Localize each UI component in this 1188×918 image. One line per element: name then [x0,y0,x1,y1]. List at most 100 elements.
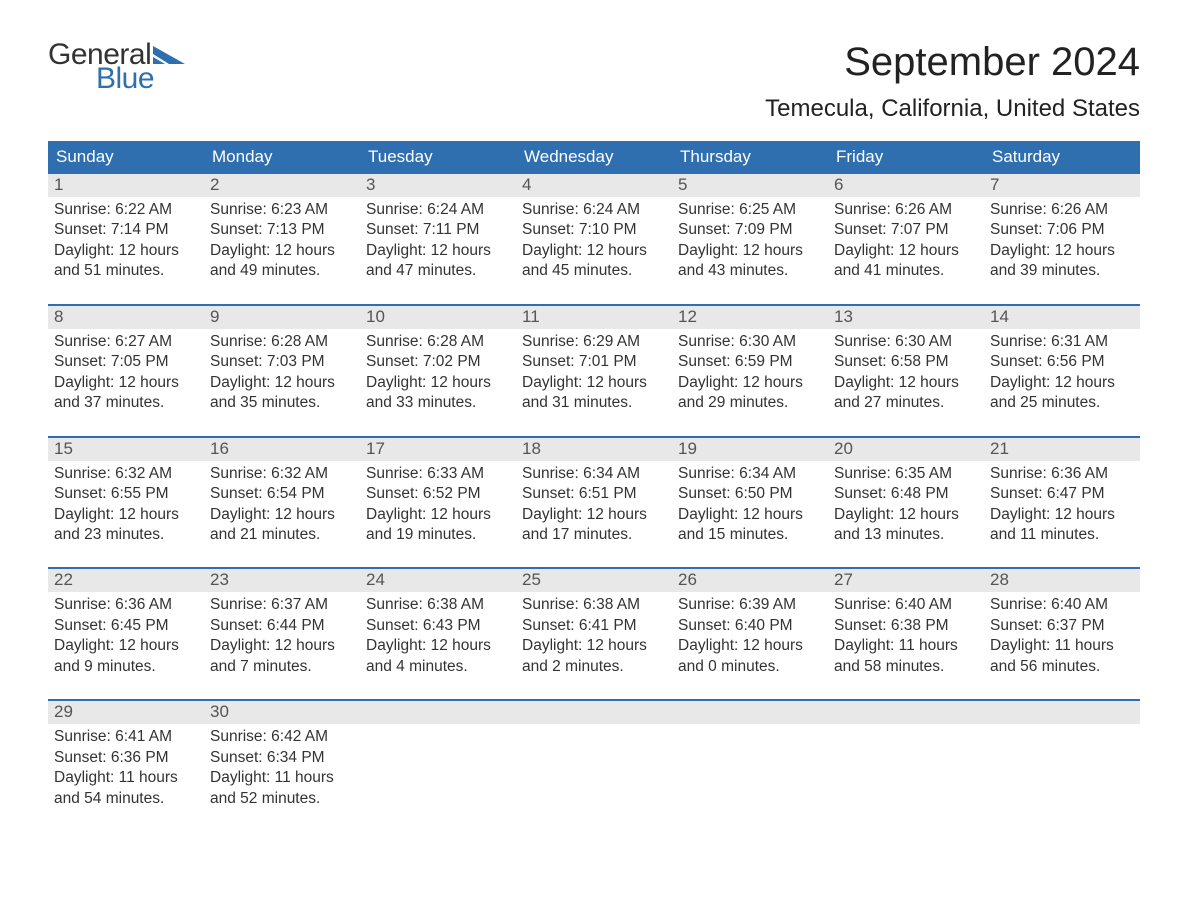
day-number: 14 [984,306,1140,329]
sunset-text: Sunset: 6:51 PM [522,484,666,504]
sunrise-text: Sunrise: 6:32 AM [54,464,198,484]
day-header-row: Sunday Monday Tuesday Wednesday Thursday… [48,141,1140,174]
calendar-cell: 16Sunrise: 6:32 AMSunset: 6:54 PMDayligh… [204,438,360,556]
day-data [984,724,1140,757]
sunrise-text: Sunrise: 6:36 AM [54,595,198,615]
sunset-text: Sunset: 6:44 PM [210,616,354,636]
calendar-cell: 15 Sunrise: 6:32 AMSunset: 6:55 PMDayligh… [48,438,204,556]
day-number: 19 [672,438,828,461]
day-data [360,724,516,757]
sunset-text: Sunset: 6:41 PM [522,616,666,636]
sunrise-text: Sunrise: 6:26 AM [834,200,978,220]
daylight-text: Daylight: 12 hours [678,505,822,525]
calendar-cell [828,701,984,819]
daylight-text: Daylight: 11 hours [54,768,198,788]
day-number [360,701,516,724]
sunset-text: Sunset: 7:01 PM [522,352,666,372]
day-number: 29 [48,701,204,724]
daylight-text: Daylight: 12 hours [54,505,198,525]
daylight-text: and 33 minutes. [366,393,510,413]
daylight-text: Daylight: 12 hours [366,241,510,261]
logo: General Blue [48,40,185,94]
calendar-cell: 4Sunrise: 6:24 AMSunset: 7:10 PMDaylight… [516,174,672,292]
day-number: 26 [672,569,828,592]
daylight-text: Daylight: 12 hours [210,505,354,525]
sunset-text: Sunset: 6:55 PM [54,484,198,504]
day-data: Sunrise: 6:29 AMSunset: 7:01 PMDaylight:… [516,329,672,424]
sunrise-text: Sunrise: 6:41 AM [54,727,198,747]
daylight-text: Daylight: 12 hours [522,505,666,525]
sunset-text: Sunset: 7:10 PM [522,220,666,240]
sunrise-text: Sunrise: 6:23 AM [210,200,354,220]
daylight-text: Daylight: 12 hours [834,241,978,261]
month-title: September 2024 [765,40,1140,85]
day-data: Sunrise: 6:28 AMSunset: 7:02 PMDaylight:… [360,329,516,424]
calendar-cell: 9Sunrise: 6:28 AMSunset: 7:03 PMDaylight… [204,306,360,424]
daynum-bar: 3 [360,174,516,197]
header: General Blue September 2024 Temecula, Ca… [48,40,1140,123]
daylight-text: Daylight: 12 hours [990,241,1134,261]
day-number [984,701,1140,724]
daylight-text: and 27 minutes. [834,393,978,413]
calendar-cell: 19Sunrise: 6:34 AMSunset: 6:50 PMDayligh… [672,438,828,556]
daylight-text: Daylight: 12 hours [990,505,1134,525]
daylight-text: Daylight: 12 hours [366,636,510,656]
day-number: 22 [48,569,204,592]
sunrise-text: Sunrise: 6:35 AM [834,464,978,484]
daynum-bar [672,701,828,724]
sunset-text: Sunset: 6:40 PM [678,616,822,636]
dayheader-fri: Friday [828,141,984,174]
daynum-bar: 25 [516,569,672,592]
day-number: 11 [516,306,672,329]
sunrise-text: Sunrise: 6:39 AM [678,595,822,615]
day-data [516,724,672,757]
daylight-text: and 43 minutes. [678,261,822,281]
daylight-text: and 35 minutes. [210,393,354,413]
day-data: Sunrise: 6:23 AMSunset: 7:13 PMDaylight:… [204,197,360,292]
day-number: 25 [516,569,672,592]
daynum-bar: 15 [48,438,204,461]
day-data: Sunrise: 6:30 AMSunset: 6:58 PMDaylight:… [828,329,984,424]
sunrise-text: Sunrise: 6:30 AM [678,332,822,352]
location: Temecula, California, United States [765,95,1140,123]
sunset-text: Sunset: 6:34 PM [210,748,354,768]
daynum-bar: 9 [204,306,360,329]
sunrise-text: Sunrise: 6:24 AM [366,200,510,220]
day-number: 20 [828,438,984,461]
daylight-text: Daylight: 12 hours [366,373,510,393]
daylight-text: Daylight: 12 hours [990,373,1134,393]
calendar-cell: 27Sunrise: 6:40 AMSunset: 6:38 PMDayligh… [828,569,984,687]
dayheader-sun: Sunday [48,141,204,174]
calendar-cell: 3Sunrise: 6:24 AMSunset: 7:11 PMDaylight… [360,174,516,292]
daylight-text: Daylight: 11 hours [210,768,354,788]
daylight-text: and 29 minutes. [678,393,822,413]
sunset-text: Sunset: 6:52 PM [366,484,510,504]
day-data: Sunrise: 6:24 AMSunset: 7:11 PMDaylight:… [360,197,516,292]
sunset-text: Sunset: 6:43 PM [366,616,510,636]
daynum-bar: 20 [828,438,984,461]
daylight-text: Daylight: 12 hours [366,505,510,525]
calendar-cell [360,701,516,819]
day-data: Sunrise: 6:39 AMSunset: 6:40 PMDaylight:… [672,592,828,687]
daylight-text: and 4 minutes. [366,657,510,677]
day-number: 12 [672,306,828,329]
daylight-text: Daylight: 12 hours [834,373,978,393]
day-number: 10 [360,306,516,329]
week-row: 29Sunrise: 6:41 AMSunset: 6:36 PMDayligh… [48,699,1140,819]
calendar-cell: 1Sunrise: 6:22 AMSunset: 7:14 PMDaylight… [48,174,204,292]
sunrise-text: Sunrise: 6:33 AM [366,464,510,484]
daynum-bar: 4 [516,174,672,197]
sunset-text: Sunset: 7:06 PM [990,220,1134,240]
day-data: Sunrise: 6:42 AMSunset: 6:34 PMDaylight:… [204,724,360,819]
daylight-text: Daylight: 11 hours [990,636,1134,656]
day-data: Sunrise: 6:37 AMSunset: 6:44 PMDaylight:… [204,592,360,687]
daylight-text: Daylight: 12 hours [522,636,666,656]
daylight-text: Daylight: 12 hours [54,636,198,656]
calendar-cell: 28Sunrise: 6:40 AMSunset: 6:37 PMDayligh… [984,569,1140,687]
sunset-text: Sunset: 6:47 PM [990,484,1134,504]
daynum-bar: 1 [48,174,204,197]
day-number: 5 [672,174,828,197]
day-number: 18 [516,438,672,461]
day-data: Sunrise: 6:24 AMSunset: 7:10 PMDaylight:… [516,197,672,292]
daynum-bar: 26 [672,569,828,592]
